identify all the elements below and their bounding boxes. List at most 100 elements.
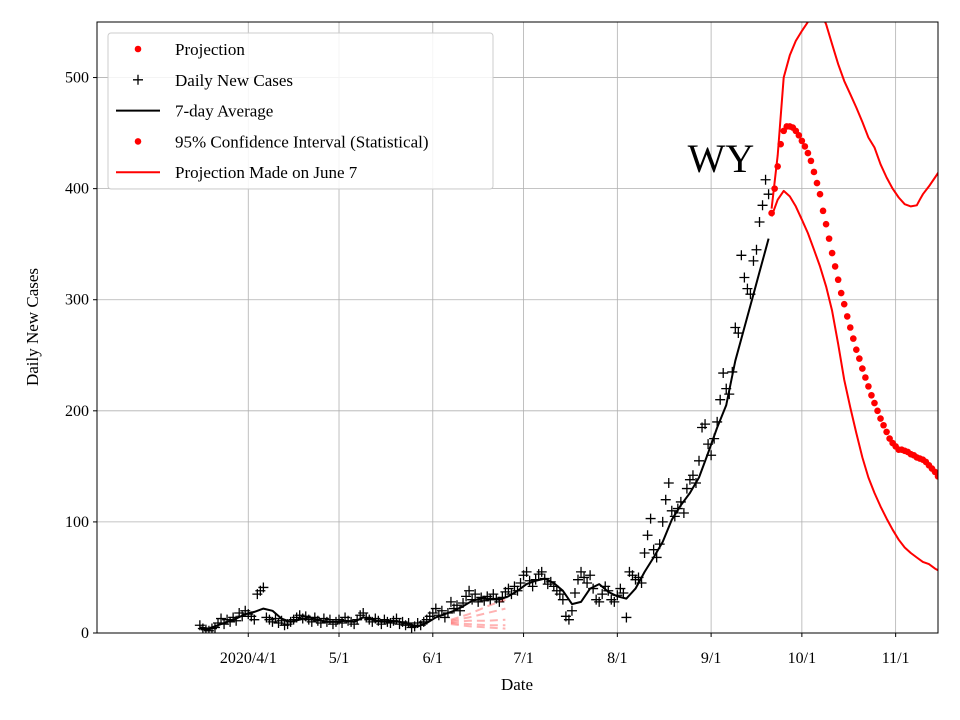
projection-point <box>846 324 854 331</box>
legend-label-daily-new-cases: Daily New Cases <box>175 71 293 90</box>
daily-new-cases-point <box>515 578 526 589</box>
projection-point <box>798 137 806 145</box>
daily-new-cases-point <box>715 394 726 405</box>
daily-new-cases-point <box>566 605 577 616</box>
projection-point <box>877 415 884 422</box>
daily-new-cases-point <box>660 494 671 505</box>
daily-new-cases-point <box>249 614 260 625</box>
y-tick-label: 0 <box>81 625 89 642</box>
projection-point <box>795 132 803 139</box>
projection-point <box>828 249 836 257</box>
y-tick-label: 500 <box>65 70 89 87</box>
projection-made-on-june-7-line <box>450 618 506 623</box>
daily-new-cases-point <box>666 505 677 516</box>
daily-new-cases-point <box>216 613 227 624</box>
projection-point <box>849 335 857 342</box>
daily-new-cases-point <box>681 483 692 494</box>
data-layer <box>194 22 938 633</box>
legend-box <box>107 32 494 190</box>
daily-new-cases-point <box>648 544 659 555</box>
projection-point <box>853 346 860 354</box>
y-axis-title: Daily New Cases <box>23 268 42 386</box>
projection-point <box>868 391 875 399</box>
daily-new-cases-point <box>573 574 584 585</box>
projection-made-on-june-7-line <box>450 622 506 627</box>
daily-new-cases-point <box>751 244 762 255</box>
daily-new-cases-point <box>639 548 650 559</box>
projection-point <box>862 374 869 381</box>
projection-point <box>819 207 827 215</box>
projection-point <box>865 383 872 390</box>
daily-new-cases-point <box>642 530 653 541</box>
daily-new-cases-point <box>645 513 656 524</box>
projection-made-on-june-7-line <box>450 623 506 630</box>
projection-point <box>816 190 824 198</box>
projection-point <box>801 143 809 150</box>
projection-point <box>810 168 818 176</box>
projection-point <box>834 276 842 284</box>
daily-new-cases-point <box>663 478 674 489</box>
legend-label-95-confidence-interval-statistical: 95% Confidence Interval (Statistical) <box>175 132 429 151</box>
legend-label-projection: Projection <box>175 40 245 59</box>
daily-new-cases-point <box>657 516 668 527</box>
projection-point <box>813 179 821 187</box>
legend-marker-projection <box>134 45 142 53</box>
daily-new-cases-point <box>609 596 620 607</box>
projection-point <box>874 407 881 415</box>
daily-new-cases-point <box>757 200 768 211</box>
daily-new-cases-point <box>594 596 605 607</box>
projection-point <box>934 473 938 480</box>
daily-new-cases-point <box>557 594 568 605</box>
daily-new-cases-point <box>527 581 538 592</box>
daily-new-cases-point <box>736 250 747 261</box>
daily-new-cases-point <box>576 566 587 577</box>
daily-new-cases-point <box>470 589 481 600</box>
y-tick-label: 300 <box>65 292 89 309</box>
daily-new-cases-point <box>718 368 729 379</box>
state-label: WY <box>688 136 755 181</box>
projection-point <box>831 263 839 270</box>
daily-new-cases-point <box>760 174 771 185</box>
daily-new-cases-point <box>461 591 472 602</box>
legend: Projection Daily New Cases 7-day Average 95… <box>107 32 494 190</box>
projection-point <box>822 220 830 228</box>
daily-new-cases-point <box>436 605 447 616</box>
x-tick-label: 9/1 <box>701 650 721 667</box>
legend-entries: Projection Daily New Cases 7-day Average 95… <box>116 40 429 182</box>
daily-new-cases-point <box>739 272 750 283</box>
x-axis-title: Date <box>501 675 533 694</box>
95-confidence-interval-lower-line <box>770 189 938 572</box>
y-tick-label: 200 <box>65 403 89 420</box>
projection-point <box>883 428 890 436</box>
7-day-average-line <box>199 238 770 630</box>
daily-new-cases-point <box>563 614 574 625</box>
legend-label-projection-made-on-june-7: Projection Made on June 7 <box>175 163 358 182</box>
projection-point <box>843 313 851 320</box>
daily-new-cases-point <box>337 618 348 629</box>
projection-point <box>825 235 833 242</box>
projection-point <box>871 399 878 407</box>
x-tick-label: 7/1 <box>513 650 533 667</box>
95-confidence-interval-upper-line <box>770 22 938 209</box>
daily-new-cases-point <box>579 572 590 583</box>
daily-new-cases-point <box>621 612 632 623</box>
daily-new-cases-point <box>536 566 547 577</box>
daily-new-cases-point <box>569 588 580 599</box>
daily-new-cases-point <box>258 582 269 593</box>
daily-new-cases-point <box>754 216 765 227</box>
projection-point <box>840 300 848 308</box>
x-tick-label: 8/1 <box>607 650 627 667</box>
daily-new-cases-point <box>464 585 475 596</box>
projection-point <box>856 355 863 362</box>
daily-new-cases-point <box>430 603 441 614</box>
daily-new-cases-point <box>554 589 565 600</box>
daily-new-cases-point <box>445 596 456 607</box>
daily-new-cases-point <box>742 283 753 294</box>
legend-label-7-day-average: 7-day Average <box>175 102 273 121</box>
plot-frame <box>96 21 939 634</box>
daily-new-cases-point <box>748 255 759 266</box>
daily-new-cases-point <box>618 588 629 599</box>
y-tick-label: 100 <box>65 514 89 531</box>
legend-marker-95-confidence-interval-statistical <box>134 138 142 145</box>
x-tick-label: 6/1 <box>423 650 443 667</box>
